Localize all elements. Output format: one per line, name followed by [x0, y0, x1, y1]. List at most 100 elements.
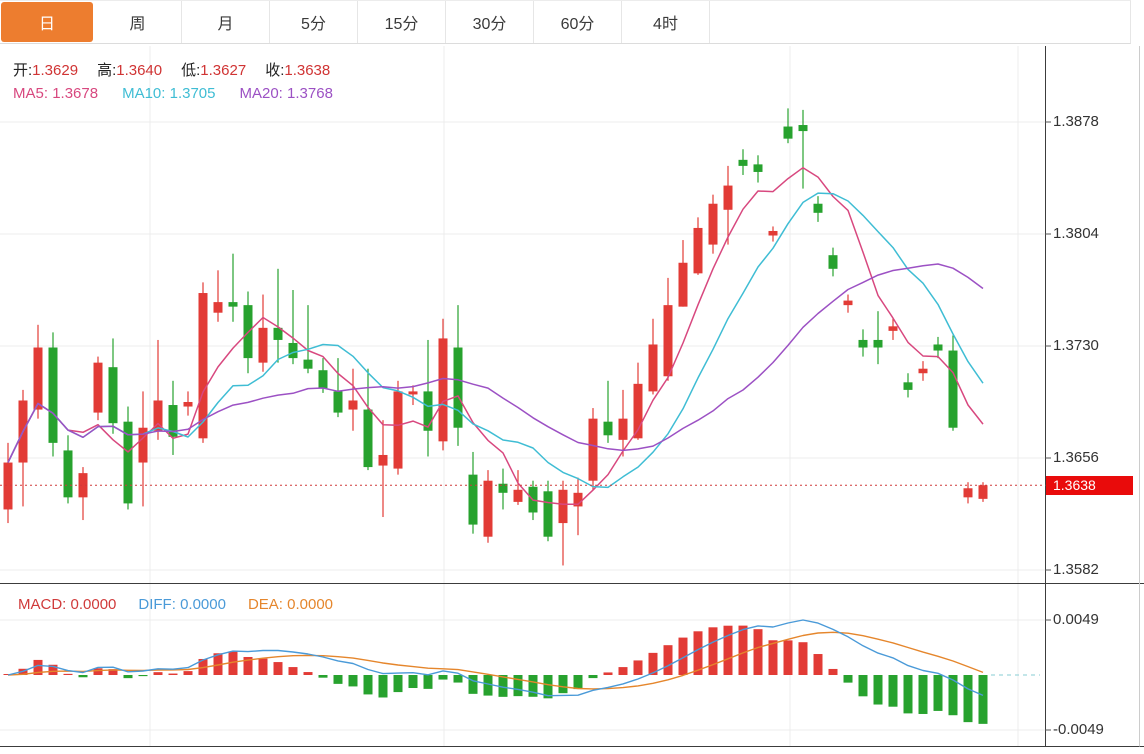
candle-body	[678, 262, 688, 307]
tab-15min[interactable]: 15分	[358, 1, 446, 43]
candle-body	[633, 383, 643, 439]
tab-60min[interactable]: 60分	[534, 1, 622, 43]
price-axis-label: 1.3730	[1053, 336, 1099, 354]
macd-histogram-bar	[168, 673, 178, 675]
candle	[408, 385, 418, 406]
candle	[738, 149, 748, 175]
tab-30min[interactable]: 30分	[446, 1, 534, 43]
price-axis-label: 1.3804	[1053, 224, 1099, 242]
candle-body	[228, 302, 238, 307]
macd-histogram-bar	[108, 669, 118, 675]
macd-legend: MACD: 0.0000 DIFF: 0.0000 DEA: 0.0000	[18, 596, 333, 613]
candle-body	[33, 347, 43, 410]
candle	[603, 380, 613, 443]
candle-body	[3, 462, 13, 510]
candle-body	[813, 203, 823, 213]
candle-body	[438, 338, 448, 442]
macd-histogram-bar	[183, 671, 193, 675]
candle-body	[513, 489, 523, 502]
candle-body	[303, 359, 313, 369]
macd-histogram-bar	[33, 659, 43, 675]
candle-body	[663, 305, 673, 377]
tab-5min[interactable]: 5分	[270, 1, 358, 43]
candle	[918, 361, 928, 381]
candle-body	[273, 327, 283, 340]
candle-body	[693, 227, 703, 274]
candle	[423, 339, 433, 457]
candle-body	[648, 344, 658, 392]
dea-line	[7, 631, 984, 690]
tab-day[interactable]: 日	[1, 2, 93, 42]
candle-body	[858, 339, 868, 348]
macd-histogram-bar	[918, 675, 928, 714]
candle	[873, 311, 883, 365]
ma-lines-layer	[7, 166, 984, 506]
tab-month[interactable]: 月	[182, 1, 270, 43]
macd-histogram-bar	[453, 675, 463, 683]
candle-body	[108, 367, 118, 424]
diff-line	[7, 619, 984, 697]
candle-body	[753, 164, 763, 172]
macd-histogram-bar	[258, 658, 268, 675]
candle-body	[453, 347, 463, 428]
macd-histogram-bar	[648, 652, 658, 675]
candle-body	[483, 480, 493, 537]
macd-histogram-bar	[48, 664, 58, 675]
candle	[768, 226, 778, 242]
candle	[303, 305, 313, 374]
legend-item: MACD: 0.0000	[18, 596, 117, 613]
grid-layer	[0, 46, 1045, 747]
candle	[948, 335, 958, 431]
macd-histogram-bar	[363, 675, 373, 695]
macd-histogram-bar	[288, 667, 298, 675]
candle-body	[783, 126, 793, 139]
price-axis-label: 1.3878	[1053, 113, 1099, 130]
tab-week[interactable]: 周	[94, 1, 182, 43]
candle-body	[918, 368, 928, 374]
borders-layer	[0, 46, 1144, 747]
candle	[753, 155, 763, 183]
candle-body	[183, 401, 193, 407]
macd-histogram-bar	[603, 672, 613, 675]
candle	[723, 165, 733, 245]
candle	[348, 368, 358, 431]
macd-histogram-bar	[933, 675, 943, 711]
macd-histogram-bar	[828, 668, 838, 675]
candle	[513, 470, 523, 505]
candle-body	[93, 362, 103, 413]
macd-histogram-bar	[723, 625, 733, 675]
candle	[123, 406, 133, 510]
candle	[663, 277, 673, 381]
ma20-line	[7, 263, 984, 463]
tab-4hour[interactable]: 4时	[622, 1, 710, 43]
macd-histogram-bar	[63, 673, 73, 675]
candle	[933, 336, 943, 359]
candle	[93, 356, 103, 421]
candle	[708, 194, 718, 254]
macd-axis-label: 0.0049	[1053, 611, 1099, 628]
candle	[978, 482, 988, 502]
macd-histogram-bar	[948, 675, 958, 716]
macd-histogram-bar	[243, 656, 253, 675]
macd-histogram-bar	[663, 645, 673, 675]
candle	[573, 477, 583, 536]
candle-body	[603, 421, 613, 436]
macd-histogram-bar	[573, 675, 583, 690]
candle	[393, 380, 403, 475]
candle-body	[348, 400, 358, 410]
candle	[18, 389, 28, 507]
candle	[3, 442, 13, 524]
candle	[213, 270, 223, 322]
macd-histogram-bar	[753, 629, 763, 675]
macd-histogram-bar	[393, 675, 403, 693]
macd-histogram-bar	[558, 675, 568, 694]
ma10-line	[7, 192, 984, 489]
macd-axis-label: -0.0049	[1053, 721, 1104, 738]
macd-histogram-bar	[738, 625, 748, 675]
candle	[903, 373, 913, 398]
current-price-badge: 1.3638	[1046, 475, 1133, 495]
candle	[858, 329, 868, 357]
macd-histogram-bar	[408, 675, 418, 689]
ohlc-legend: 开:1.3629 高:1.3640 低:1.3627 收:1.3638	[13, 59, 330, 80]
